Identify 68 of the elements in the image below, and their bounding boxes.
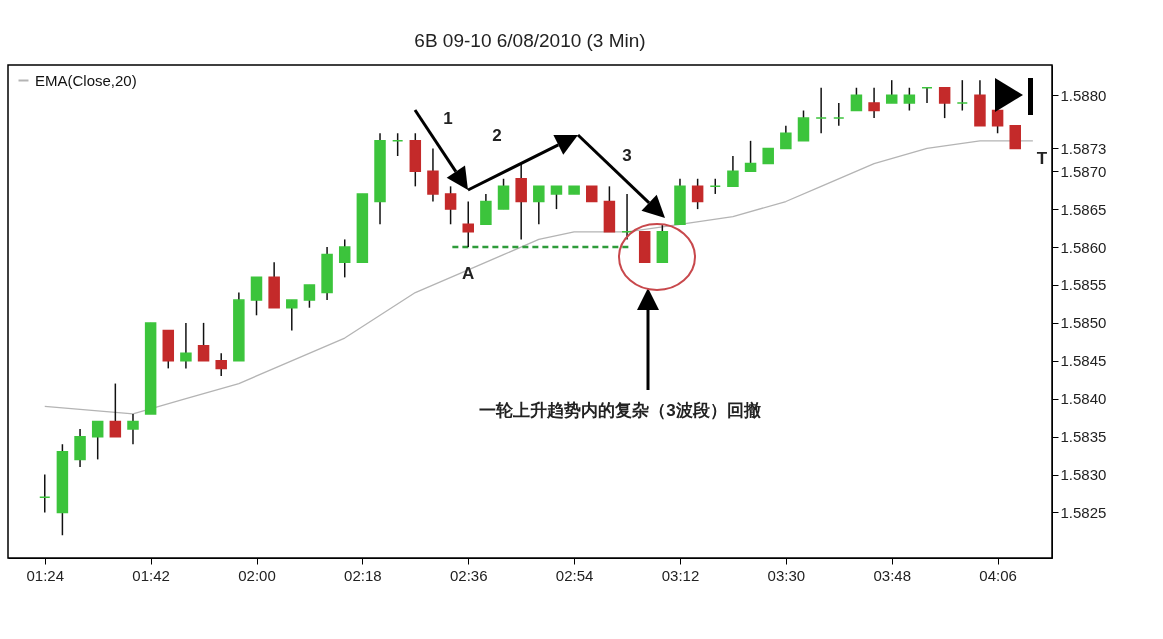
- candlestick: [250, 276, 263, 317]
- candlestick: [533, 185, 545, 226]
- candlestick: [197, 322, 210, 362]
- y-tick-label: 1.5830: [1060, 466, 1107, 484]
- x-tick-label: 02:00: [238, 566, 276, 584]
- x-tick-label: 02:54: [555, 566, 594, 584]
- candlestick: [868, 87, 880, 119]
- annotation: A: [462, 263, 475, 283]
- candlestick: [797, 109, 810, 142]
- candlestick: [691, 178, 704, 210]
- annotation: 一轮上升趋势内的复杂（3波段）回撤: [479, 401, 761, 421]
- candlestick: [109, 382, 122, 438]
- candlestick: [338, 238, 351, 279]
- candlestick: [391, 132, 404, 157]
- candlestick: [885, 79, 898, 104]
- y-tick-label: 1.5880: [1060, 86, 1107, 104]
- candlestick: [991, 109, 1004, 135]
- candlestick: [497, 178, 510, 210]
- candlestick: [91, 420, 104, 461]
- candlestick: [938, 87, 951, 119]
- y-tick-label: 1.5860: [1060, 238, 1107, 256]
- x-tick-label: 04:06: [979, 566, 1017, 584]
- annotation: T: [1036, 149, 1048, 169]
- candlestick: [780, 124, 792, 150]
- y-tick-label: 1.5870: [1060, 162, 1107, 180]
- candlestick: [444, 185, 457, 226]
- candlestick: [727, 155, 739, 188]
- candlestick: [286, 299, 298, 332]
- x-tick-label: 03:12: [661, 566, 700, 584]
- annotation: 1: [443, 109, 453, 129]
- candlestick: [815, 87, 827, 135]
- candlestick: [550, 185, 563, 210]
- x-tick-label: 02:36: [449, 566, 488, 584]
- x-tick-label: 03:30: [767, 566, 806, 584]
- x-tick-label: 01:24: [26, 566, 65, 584]
- candlestick: [427, 147, 439, 203]
- candlestick: [1009, 124, 1021, 150]
- candlestick: [850, 87, 863, 112]
- y-tick-label: 1.5865: [1060, 200, 1107, 218]
- candlestick: [74, 428, 86, 468]
- candlestick: [215, 352, 227, 377]
- x-tick-label: 03:48: [873, 566, 911, 584]
- candlestick: [921, 87, 933, 104]
- y-tick-label: 1.5873: [1060, 139, 1107, 157]
- y-tick-label: 1.5825: [1060, 503, 1107, 521]
- y-tick-label: 1.5855: [1060, 276, 1107, 294]
- candlestick: [744, 140, 757, 172]
- chart-title: 6B 09-10 6/08/2010 (3 Min): [414, 30, 646, 51]
- candlestick: [462, 200, 474, 248]
- x-tick-label: 02:18: [344, 566, 382, 584]
- candlestick: [833, 102, 845, 127]
- candlestick: [956, 79, 969, 112]
- y-tick-label: 1.5840: [1060, 390, 1107, 408]
- legend-label: EMA(Close,20): [35, 71, 137, 89]
- candlestick: [515, 162, 527, 241]
- x-tick-label: 01:42: [132, 566, 170, 584]
- annotation: 3: [622, 146, 632, 166]
- candlestick: [621, 193, 633, 241]
- candlestick: [903, 87, 916, 112]
- candlestick: [303, 284, 316, 309]
- annotation: 2: [492, 126, 502, 146]
- candlestick: [127, 413, 139, 445]
- candlestick: [39, 473, 51, 514]
- y-tick-label: 1.5845: [1060, 352, 1107, 370]
- y-tick-label: 1.5850: [1060, 314, 1107, 332]
- candlestick: [480, 193, 492, 226]
- candlestick: [180, 322, 192, 370]
- y-tick-label: 1.5835: [1060, 428, 1107, 446]
